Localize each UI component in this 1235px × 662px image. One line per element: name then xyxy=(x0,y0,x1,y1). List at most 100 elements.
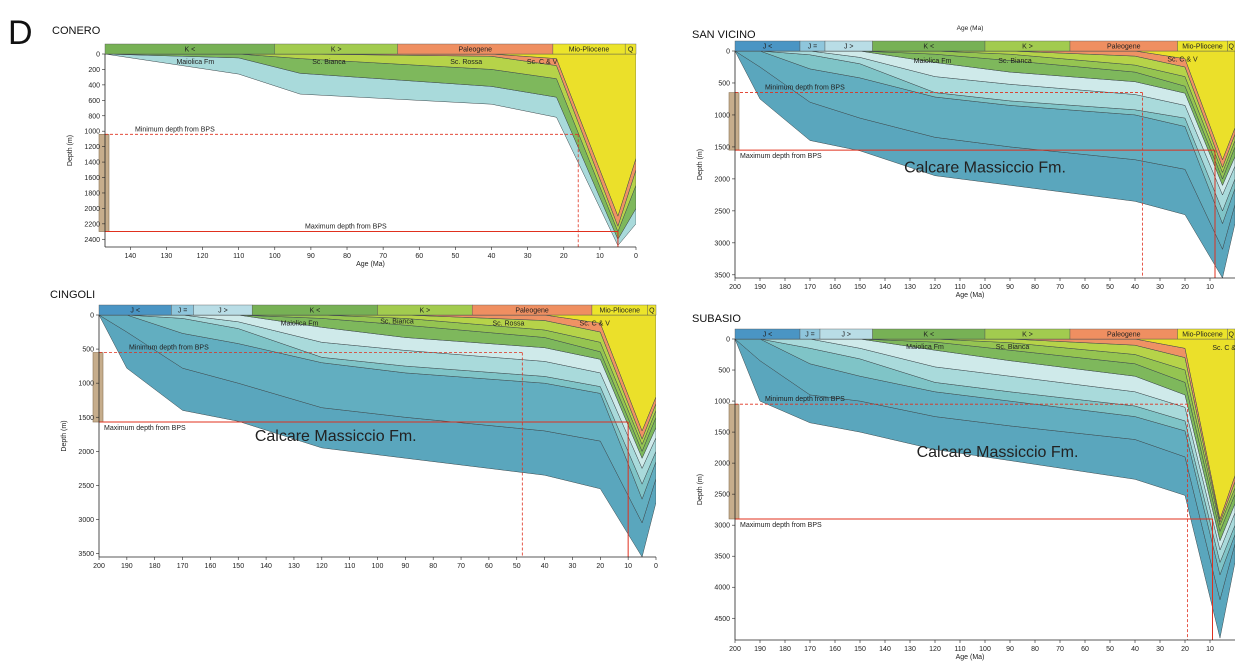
y-tick-label: 2000 xyxy=(78,449,94,456)
y-tick-label: 2000 xyxy=(714,461,730,468)
y-tick-label: 2500 xyxy=(78,483,94,490)
x-tick-label: 130 xyxy=(161,253,173,260)
plot-area xyxy=(735,339,1235,640)
period-label: J < xyxy=(130,308,140,315)
y-tick-label: 1400 xyxy=(84,160,100,167)
layer-label: Sc. Bianca xyxy=(380,318,414,325)
x-tick-label: 10 xyxy=(624,563,632,570)
x-tick-label: 170 xyxy=(804,646,816,653)
x-tick-label: 90 xyxy=(401,563,409,570)
y-tick-label: 400 xyxy=(88,82,100,89)
x-tick-label: 150 xyxy=(854,284,866,291)
y-tick-label: 1000 xyxy=(78,381,94,388)
x-axis-title: Age (Ma) xyxy=(956,654,985,661)
x-tick-label: 160 xyxy=(829,646,841,653)
x-tick-label: 140 xyxy=(124,253,136,260)
y-tick-label: 1000 xyxy=(714,399,730,406)
y-axis-title: Depth (m) xyxy=(697,474,704,505)
x-tick-label: 80 xyxy=(343,253,351,260)
layer-label: Maiolica Fm xyxy=(914,58,952,65)
x-tick-label: 60 xyxy=(1081,646,1089,653)
period-label: K < xyxy=(923,44,934,51)
period-label: K > xyxy=(1022,44,1033,51)
formation-label: Calcare Massiccio Fm. xyxy=(904,159,1066,176)
period-cell xyxy=(624,43,637,55)
x-tick-label: 110 xyxy=(233,253,244,260)
bps-bar xyxy=(92,352,104,423)
x-tick-label: 170 xyxy=(804,284,816,291)
period-label: J > xyxy=(841,332,851,339)
strat-layer xyxy=(105,54,636,227)
period-label: Mio-Pliocene xyxy=(1182,44,1223,51)
y-tick-label: 3000 xyxy=(714,240,730,247)
x-tick-label: 190 xyxy=(754,646,766,653)
x-tick-label: 100 xyxy=(372,563,384,570)
x-tick-label: 60 xyxy=(415,253,423,260)
x-tick-label: 60 xyxy=(485,563,493,570)
x-tick-label: 40 xyxy=(488,253,496,260)
panel-title: SUBASIO xyxy=(692,313,741,325)
y-axis-title: Depth (m) xyxy=(67,135,74,166)
period-label: K < xyxy=(309,308,320,315)
y-tick-label: 0 xyxy=(726,49,730,56)
x-tick-label: 30 xyxy=(524,253,532,260)
x-tick-label: 80 xyxy=(429,563,437,570)
min-depth-label: Minimum depth from BPS xyxy=(129,344,209,351)
period-label: J < xyxy=(763,332,773,339)
panel-cingoli: CINGOLI J < J = J > K < K > Paleogene Mio-Plioc… xyxy=(50,289,658,570)
x-tick-label: 90 xyxy=(1006,284,1014,291)
max-depth-label: Maximum depth from BPS xyxy=(104,425,186,432)
x-tick-label: 190 xyxy=(121,563,133,570)
period-label: Paleogene xyxy=(515,308,549,315)
x-tick-label: 0 xyxy=(634,253,638,260)
y-tick-label: 0 xyxy=(90,313,94,320)
strat-layer xyxy=(99,315,656,452)
x-tick-label: 0 xyxy=(654,563,658,570)
y-tick-label: 200 xyxy=(88,67,100,74)
period-label: J > xyxy=(844,44,854,51)
y-tick-label: 1500 xyxy=(78,415,94,422)
x-tick-label: 60 xyxy=(1081,284,1089,291)
period-label: K < xyxy=(185,47,196,54)
y-tick-label: 1800 xyxy=(84,190,100,197)
x-tick-label: 40 xyxy=(1131,284,1139,291)
x-tick-label: 30 xyxy=(1156,646,1164,653)
period-label: Q xyxy=(1229,44,1235,51)
period-label: K > xyxy=(419,308,430,315)
max-depth-label: Maximum depth from BPS xyxy=(305,224,387,231)
period-label: J < xyxy=(763,44,773,51)
min-depth-label: Minimum depth from BPS xyxy=(135,126,215,133)
x-tick-label: 30 xyxy=(1156,284,1164,291)
x-axis-title: Age (Ma) xyxy=(956,292,985,299)
top-axis-title: Age (Ma) xyxy=(957,25,984,32)
layer-label: Sc. Bianca xyxy=(312,59,346,66)
y-tick-label: 500 xyxy=(718,80,730,87)
x-tick-label: 120 xyxy=(197,253,209,260)
x-tick-label: 160 xyxy=(205,563,217,570)
period-label: K > xyxy=(1022,332,1033,339)
period-cell xyxy=(1227,40,1235,52)
x-tick-label: 130 xyxy=(904,284,916,291)
layer-label: Sc. Bianca xyxy=(998,58,1032,65)
x-tick-label: 30 xyxy=(569,563,577,570)
period-label: Paleogene xyxy=(1107,332,1141,339)
x-tick-label: 50 xyxy=(451,253,459,260)
bps-bar xyxy=(728,92,740,151)
y-tick-label: 1000 xyxy=(714,112,730,119)
y-tick-label: 1000 xyxy=(84,129,100,136)
y-tick-label: 1500 xyxy=(714,430,730,437)
layer-label: Sc. Rossa xyxy=(492,320,524,327)
x-tick-label: 180 xyxy=(149,563,161,570)
panel-san-vicino: SAN VICINO Age (Ma) J < J = J > K < K > Paleoge… xyxy=(692,25,1235,299)
y-tick-label: 2000 xyxy=(84,206,100,213)
y-tick-label: 3500 xyxy=(78,551,94,558)
x-tick-label: 50 xyxy=(1106,646,1114,653)
y-tick-label: 500 xyxy=(82,347,94,354)
y-tick-label: 2400 xyxy=(84,237,100,244)
x-tick-label: 180 xyxy=(779,284,791,291)
x-tick-label: 130 xyxy=(904,646,916,653)
y-tick-label: 2500 xyxy=(714,208,730,215)
x-tick-label: 180 xyxy=(779,646,791,653)
y-tick-label: 2000 xyxy=(714,176,730,183)
x-tick-label: 190 xyxy=(754,284,766,291)
